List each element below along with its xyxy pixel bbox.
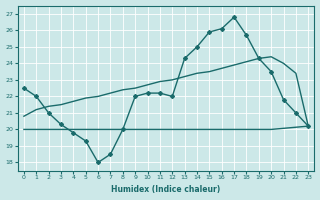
- X-axis label: Humidex (Indice chaleur): Humidex (Indice chaleur): [111, 185, 221, 194]
